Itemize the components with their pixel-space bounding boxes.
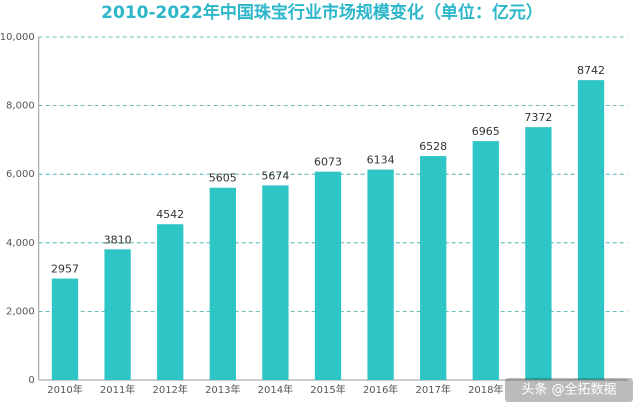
watermark-bg — [505, 378, 633, 402]
bar — [104, 249, 131, 380]
bar — [51, 278, 79, 380]
value-label: 6528 — [419, 140, 447, 153]
value-label: 6073 — [314, 156, 342, 169]
x-tick-label: 2014年 — [258, 383, 293, 396]
x-tick-label: 2018年 — [468, 383, 503, 396]
chart-title: 2010-2022年中国珠宝行业市场规模变化（单位：亿元） — [101, 2, 543, 23]
value-label: 4542 — [156, 208, 184, 221]
value-label: 5674 — [261, 169, 289, 182]
y-tick-label: 6,000 — [6, 169, 35, 180]
y-tick-label: 10,000 — [0, 32, 35, 43]
x-tick-label: 2010年 — [47, 383, 82, 396]
value-label: 2957 — [51, 263, 79, 276]
x-tick-label: 2017年 — [415, 383, 450, 396]
bar — [262, 185, 289, 380]
value-label: 6134 — [367, 154, 395, 167]
x-tick-label: 2012年 — [152, 383, 187, 396]
bar — [525, 127, 552, 380]
bar — [157, 224, 184, 380]
bar — [209, 187, 236, 380]
x-tick-label: 2013年 — [205, 383, 240, 396]
value-label: 6965 — [472, 125, 500, 138]
bar — [472, 141, 499, 380]
bar — [420, 156, 447, 380]
y-tick-label: 0 — [28, 375, 34, 386]
value-label: 3810 — [104, 233, 132, 246]
bar — [577, 80, 605, 380]
y-tick-label: 8,000 — [6, 101, 35, 112]
x-tick-label: 2011年 — [100, 383, 135, 396]
watermark: 头条 @全拓数据 — [521, 382, 616, 398]
value-label: 8742 — [577, 64, 605, 77]
x-tick-label: 2016年 — [363, 383, 398, 396]
value-label: 5605 — [209, 172, 237, 185]
value-label: 7372 — [524, 111, 552, 124]
x-tick-label: 2015年 — [310, 383, 345, 396]
y-tick-label: 4,000 — [6, 238, 35, 249]
y-tick-label: 2,000 — [6, 306, 35, 317]
bar — [314, 171, 342, 380]
bar — [367, 169, 394, 380]
